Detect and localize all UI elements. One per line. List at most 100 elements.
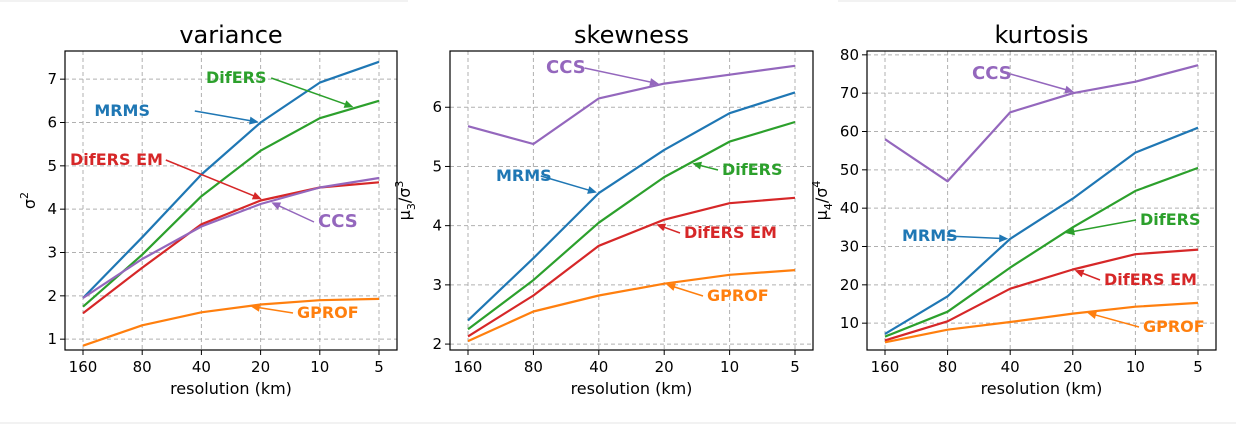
annotation-arrowhead	[271, 202, 282, 210]
annotation-mrms: MRMS	[94, 101, 150, 120]
annotation-arrowhead	[249, 116, 259, 125]
x-tick-label: 40	[589, 358, 608, 376]
annotation-arrowhead	[250, 303, 261, 312]
y-tick-label: 4	[432, 217, 442, 235]
series-line-ccs	[82, 176, 380, 299]
series-line-difers	[467, 120, 796, 331]
annotation-arrow	[194, 110, 253, 122]
x-tick-label: 40	[192, 358, 211, 376]
x-tick-label: 80	[133, 358, 152, 376]
annotation-arrow	[270, 77, 349, 106]
chart-panel-variance: 160 80 40 20 10 5 1 2 3 4 5 6 7 variance resolution (k…	[18, 21, 398, 398]
x-tick-label: 160	[454, 358, 483, 376]
annotation-arrow	[697, 164, 719, 171]
y-tick-label: 10	[840, 314, 859, 332]
annotation-arrow	[540, 175, 592, 192]
series-line-mrms	[82, 60, 380, 299]
annotation-arrowhead	[587, 186, 597, 194]
annotation-difers-em: DifERS EM	[1104, 270, 1197, 289]
x-axis-label: resolution (km)	[571, 379, 693, 398]
annotation-arrowhead	[666, 283, 676, 291]
y-tick-label: 5	[432, 157, 442, 175]
y-tick-label: 4	[47, 200, 57, 218]
y-tick-label: 2	[47, 287, 57, 305]
y-tick-label: 70	[840, 84, 859, 102]
annotation-gprof: GPROF	[707, 286, 769, 305]
series-line-mrms	[467, 91, 796, 322]
series-line-difers	[82, 99, 380, 308]
plot-frame	[866, 50, 1217, 351]
series-line-gprof	[467, 269, 796, 343]
annotation-gprof: GPROF	[1143, 317, 1205, 336]
chart-title: kurtosis	[994, 21, 1088, 49]
series-line-ccs	[884, 64, 1199, 183]
y-tick-label: 80	[840, 46, 859, 64]
x-tick-label: 10	[1126, 358, 1145, 376]
annotation-mrms: MRMS	[496, 166, 552, 185]
x-tick-label: 5	[790, 358, 800, 376]
x-tick-label: 10	[720, 358, 739, 376]
annotation-arrowhead	[1087, 311, 1097, 319]
x-tick-label: 20	[251, 358, 270, 376]
series-line-difers-em	[884, 248, 1199, 342]
x-tick-label: 160	[69, 358, 98, 376]
annotation-gprof: GPROF	[297, 303, 359, 322]
series-line-ccs	[467, 64, 796, 146]
annotation-arrowhead	[1065, 227, 1075, 236]
x-axis-label: resolution (km)	[981, 379, 1103, 398]
y-tick-label: 50	[840, 161, 859, 179]
x-axis-label: resolution (km)	[170, 379, 292, 398]
annotation-arrow	[1092, 313, 1140, 328]
annotation-arrowhead	[649, 78, 659, 86]
annotation-difers-em: DifERS EM	[684, 223, 777, 242]
x-tick-label: 10	[310, 358, 329, 376]
annotation-difers: DifERS	[1140, 210, 1201, 229]
y-tick-label: 30	[840, 238, 859, 256]
annotation-arrowhead	[692, 161, 703, 170]
y-tick-label: 3	[47, 244, 57, 262]
x-tick-label: 80	[938, 358, 957, 376]
x-tick-label: 20	[655, 358, 674, 376]
y-axis-label: μ3/σ3	[393, 181, 418, 221]
annotation-mrms: MRMS	[902, 226, 958, 245]
annotation-arrow	[1071, 219, 1137, 233]
chart-title: skewness	[574, 21, 689, 49]
y-tick-label: 3	[432, 276, 442, 294]
y-tick-label: 7	[47, 70, 57, 88]
annotation-ccs: CCS	[318, 211, 358, 232]
y-tick-label: 5	[47, 157, 57, 175]
annotation-difers: DifERS	[722, 160, 783, 179]
series-line-difers-em	[467, 196, 796, 338]
annotation-difers: DifERS	[206, 68, 267, 87]
x-tick-label: 5	[374, 358, 384, 376]
y-tick-label: 2	[432, 335, 442, 353]
y-tick-label: 40	[840, 199, 859, 217]
annotation-arrowhead	[656, 223, 667, 232]
y-tick-label: 6	[432, 98, 442, 116]
chart-title: variance	[179, 21, 282, 49]
plot-frame	[64, 50, 398, 351]
chart-panel-kurtosis: 160 80 40 20 10 5 10 20 30 40 50 60 70 80 kurtosis reso…	[810, 21, 1217, 398]
y-tick-label: 6	[47, 114, 57, 132]
annotation-arrowhead	[999, 234, 1009, 243]
y-tick-label: 20	[840, 276, 859, 294]
x-tick-label: 5	[1193, 358, 1203, 376]
annotation-arrow	[256, 306, 294, 314]
chart-panel-skewness: 160 80 40 20 10 5 2 3 4 5 6 skewness resolution (km)…	[393, 21, 814, 398]
annotation-arrow	[276, 204, 315, 223]
y-tick-label: 60	[840, 123, 859, 141]
x-tick-label: 160	[871, 358, 900, 376]
y-tick-label: 1	[47, 330, 57, 348]
annotation-ccs: CCS	[972, 63, 1012, 84]
annotation-arrow	[671, 285, 704, 297]
annotation-arrow	[1079, 271, 1101, 281]
x-tick-label: 20	[1063, 358, 1082, 376]
annotation-ccs: CCS	[546, 57, 586, 78]
x-tick-label: 40	[1001, 358, 1020, 376]
annotation-arrow	[661, 225, 681, 234]
annotation-arrowhead	[251, 191, 262, 200]
series-line-gprof	[884, 301, 1199, 344]
annotation-arrow	[946, 235, 1003, 240]
annotation-arrowhead	[1064, 85, 1075, 94]
